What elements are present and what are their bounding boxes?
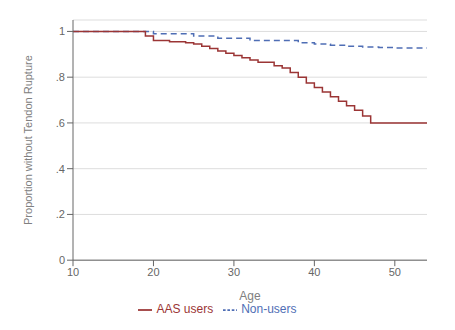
svg-text:.8: .8 — [56, 71, 65, 83]
svg-text:.6: .6 — [56, 117, 65, 129]
html-text:AAS users: AAS users — [156, 302, 214, 317]
svg-text:1: 1 — [59, 25, 65, 37]
html-text:Non-users: Non-users — [241, 302, 297, 317]
svg-text:Age: Age — [239, 289, 261, 303]
svg-text:10: 10 — [67, 266, 79, 278]
svg-text:.4: .4 — [56, 163, 65, 175]
svg-text:0: 0 — [59, 254, 65, 266]
svg-text:20: 20 — [147, 266, 159, 278]
svg-text:30: 30 — [228, 266, 240, 278]
svg-text:.2: .2 — [56, 208, 65, 220]
svg-text:40: 40 — [308, 266, 320, 278]
svg-text:Proportion without Tendon Rupt: Proportion without Tendon Rupture — [22, 55, 34, 225]
svg-text:50: 50 — [389, 266, 401, 278]
